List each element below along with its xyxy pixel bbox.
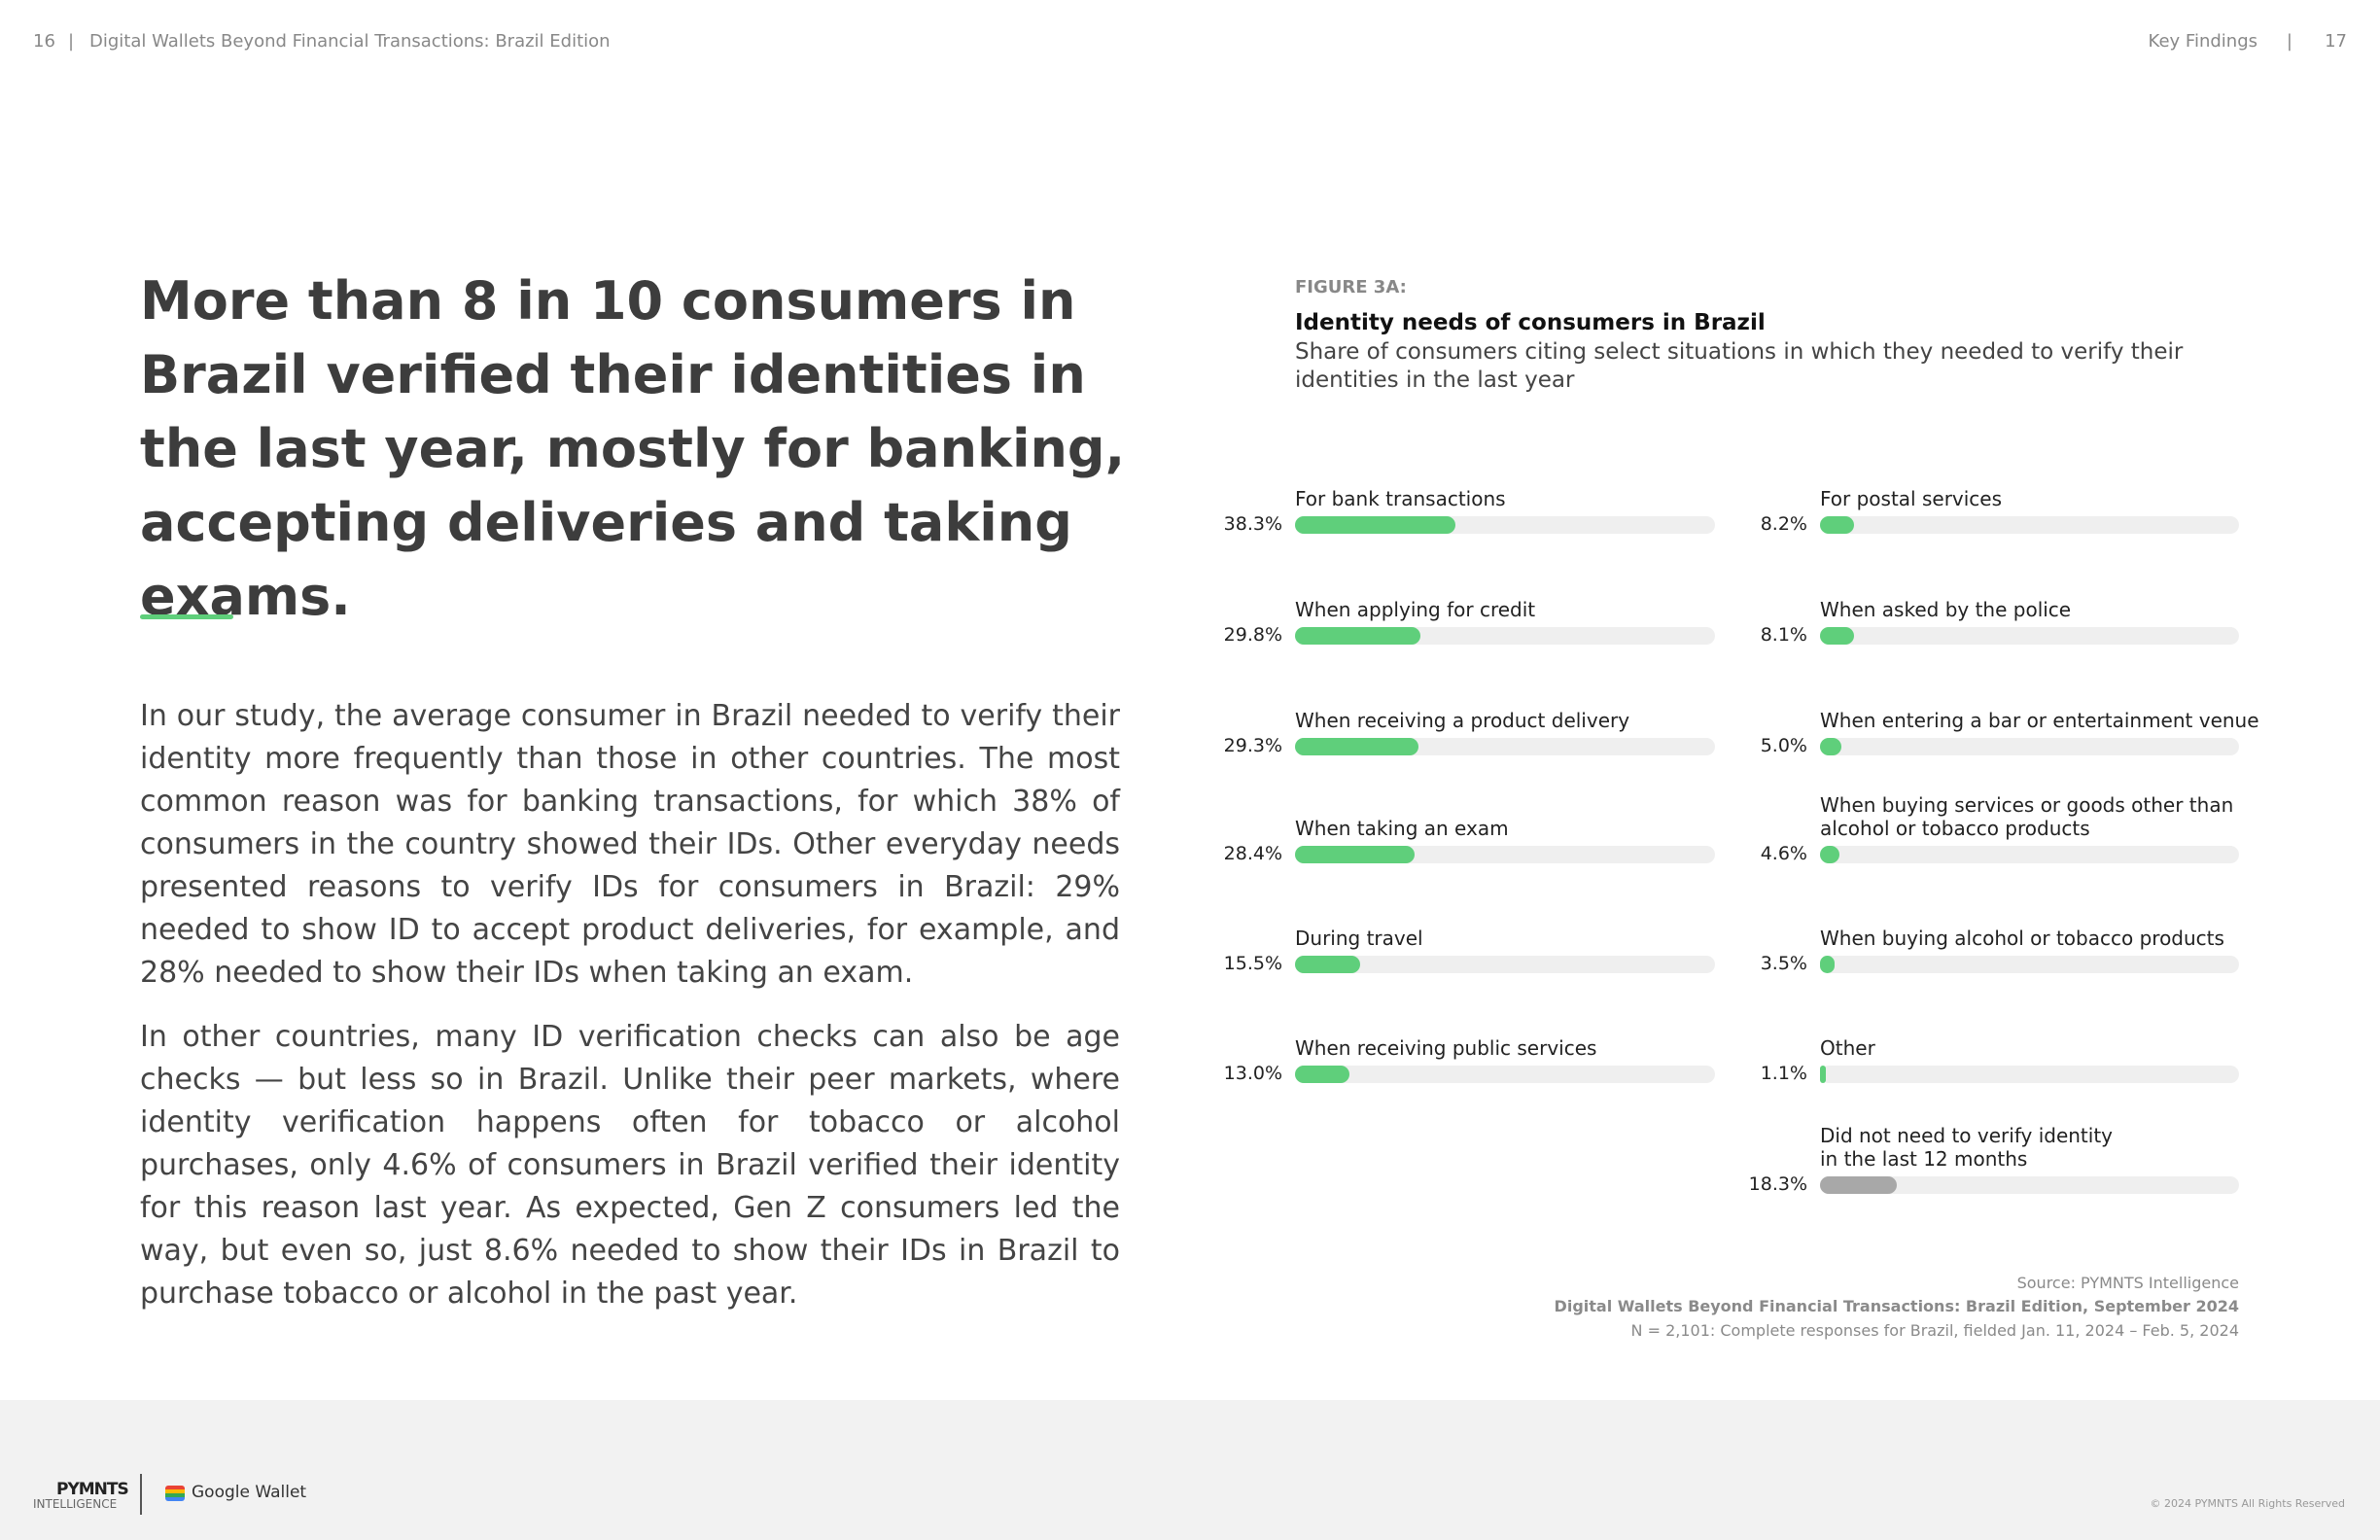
value-label: 18.3%	[1748, 1173, 1807, 1195]
footer: PYMNTS INTELLIGENCE Google Wallet © 2024…	[0, 1400, 2380, 1540]
section: Key Findings	[2148, 31, 2258, 52]
value-label: 8.1%	[1760, 624, 1807, 646]
paragraph: In our study, the average consumer in Br…	[140, 699, 1120, 990]
category-label: During travel	[1295, 927, 1423, 950]
value-label: 8.2%	[1760, 513, 1807, 535]
body: In our study, the average consumer in Br…	[140, 695, 1120, 1337]
bar-track	[1820, 516, 2239, 534]
copyright: © 2024 PYMNTS All Rights Reserved	[2150, 1497, 2345, 1510]
bar-track	[1820, 738, 2239, 755]
page-number: 17	[2325, 31, 2347, 52]
bar-track	[1820, 956, 2239, 973]
category-label: When entering a bar or entertainment ven…	[1820, 709, 2259, 732]
category-label: When applying for credit	[1295, 598, 1536, 621]
value-label: 13.0%	[1223, 1063, 1282, 1084]
category-label: When asked by the police	[1820, 598, 2072, 621]
publication: Digital Wallets Beyond Financial Transac…	[89, 31, 611, 52]
category-label: When receiving public services	[1295, 1036, 1597, 1060]
divider	[140, 1474, 142, 1515]
bar	[1295, 516, 1456, 534]
category-label: Other	[1820, 1036, 1875, 1060]
value-label: 29.3%	[1223, 735, 1282, 756]
separator: |	[68, 31, 75, 52]
bar-track	[1295, 956, 1715, 973]
value-label: 1.1%	[1760, 1063, 1807, 1084]
source: N = 2,101: Complete responses for Brazil…	[1630, 1321, 2239, 1340]
category-label: For bank transactions	[1295, 487, 1506, 510]
chart-title: Identity needs of consumers in Brazil	[1295, 310, 1766, 335]
paragraph: In other countries, many ID verification…	[140, 1020, 1120, 1311]
value-label: 15.5%	[1223, 953, 1282, 974]
value-label: 4.6%	[1760, 843, 1807, 864]
category-label: When buying alcohol or tobacco products	[1820, 927, 2224, 950]
logo: INTELLIGENCE	[33, 1497, 118, 1511]
page-number: 16	[33, 31, 55, 52]
bar	[1295, 956, 1360, 973]
value-label: 28.4%	[1223, 843, 1282, 864]
accent-rule	[140, 614, 233, 619]
category-label: For postal services	[1820, 487, 2003, 510]
category-label: Did not need to verify identity in the l…	[1820, 1124, 2114, 1171]
bar	[1295, 1066, 1350, 1083]
value-label: 5.0%	[1760, 735, 1807, 756]
bar-track	[1820, 1176, 2239, 1194]
value-label: 38.3%	[1223, 513, 1282, 535]
category-label: When receiving a product delivery	[1295, 709, 1630, 732]
bar-track	[1820, 1066, 2239, 1083]
separator: |	[2286, 31, 2292, 52]
logo: PYMNTS	[56, 1480, 129, 1499]
source: Source: PYMNTS Intelligence	[2016, 1274, 2239, 1292]
bar	[1295, 846, 1415, 863]
bar	[1820, 627, 1854, 645]
bar	[1820, 846, 1839, 863]
bar-track	[1820, 627, 2239, 645]
partner: Google Wallet	[192, 1483, 307, 1502]
bar	[1820, 956, 1836, 973]
headline: More than 8 in 10 consumers in Brazil ve…	[140, 270, 1126, 627]
chart-subtitle: Share of consumers citing select situati…	[1295, 339, 2184, 393]
bar-track	[1295, 1066, 1715, 1083]
bar	[1295, 627, 1420, 645]
category-label: When taking an exam	[1295, 817, 1509, 840]
figure-label: FIGURE 3A:	[1295, 277, 1407, 298]
source: Digital Wallets Beyond Financial Transac…	[1554, 1297, 2239, 1315]
wallet-icon	[165, 1486, 185, 1501]
category-label: When buying services or goods other than…	[1820, 793, 2234, 840]
bar	[1820, 1066, 1826, 1083]
value-label: 29.8%	[1223, 624, 1282, 646]
bar-track	[1820, 846, 2239, 863]
bar	[1295, 738, 1418, 755]
bar	[1820, 1176, 1897, 1194]
bar	[1820, 738, 1841, 755]
bar	[1820, 516, 1855, 534]
value-label: 3.5%	[1760, 953, 1807, 974]
